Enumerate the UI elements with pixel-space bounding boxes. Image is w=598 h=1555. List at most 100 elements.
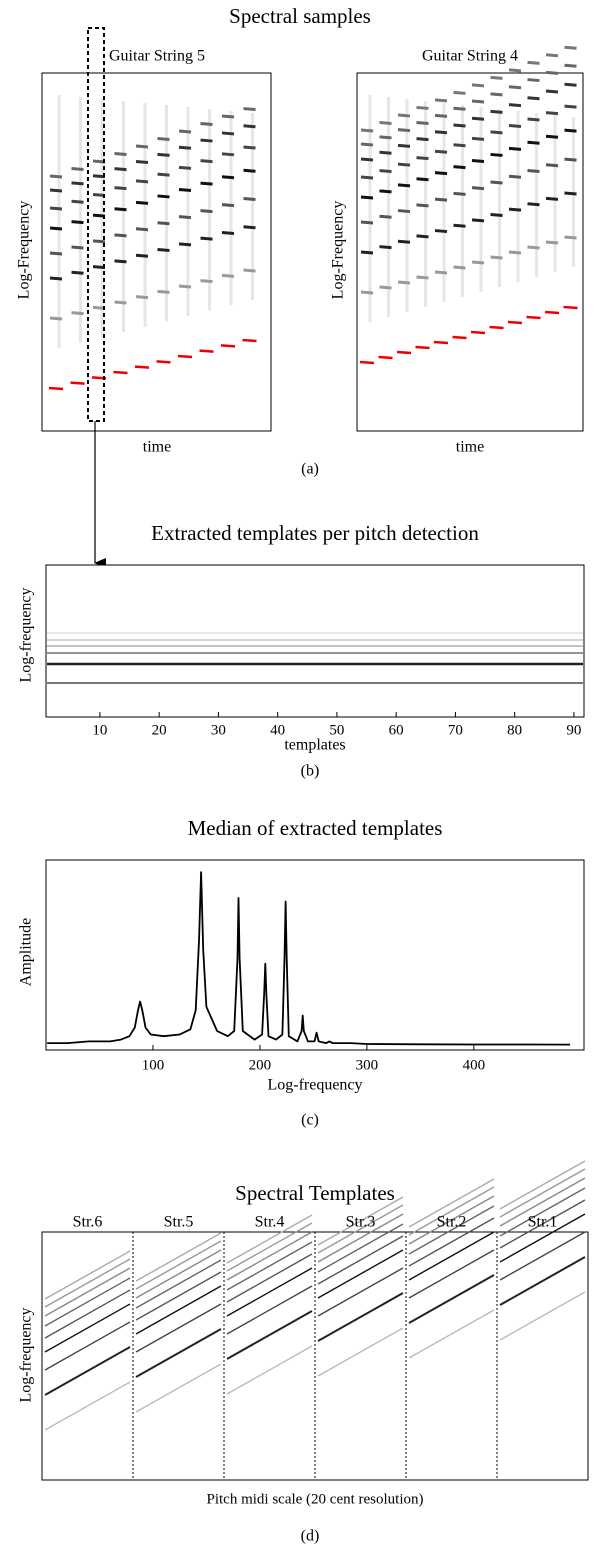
harmonic	[71, 167, 84, 172]
harmonic	[490, 255, 503, 260]
template-line	[499, 1199, 586, 1249]
harmonic	[135, 144, 149, 149]
template-line	[408, 1274, 495, 1324]
template-line	[408, 1195, 495, 1245]
harmonic	[157, 221, 170, 226]
template-line	[408, 1186, 495, 1236]
median-curve	[47, 871, 571, 1046]
harmonic	[114, 152, 127, 157]
harmonic	[434, 171, 448, 176]
template-line	[226, 1253, 313, 1303]
harmonic	[200, 138, 213, 143]
spectrogram-left	[41, 72, 272, 432]
harmonic	[71, 270, 84, 275]
harmonic	[508, 174, 522, 179]
harmonic	[564, 45, 577, 50]
harmonic	[49, 251, 63, 256]
x-axis-label: time	[456, 439, 484, 456]
harmonic	[379, 285, 392, 290]
harmonic	[490, 130, 503, 135]
template-line	[499, 1168, 586, 1218]
harmonic	[360, 142, 374, 147]
harmonic	[49, 226, 63, 231]
pitch-mark	[526, 315, 541, 320]
template-line	[317, 1204, 404, 1254]
template-line	[135, 1249, 222, 1299]
harmonic	[508, 250, 522, 255]
harmonic	[221, 175, 235, 180]
harmonic	[243, 268, 256, 273]
harmonic	[416, 137, 429, 142]
x-tick-label: 20	[152, 722, 167, 738]
y-axis-label: Amplitude	[18, 918, 35, 986]
template-line	[499, 1187, 586, 1237]
harmonic	[379, 189, 392, 194]
x-tick-label: 80	[507, 722, 522, 738]
harmonic	[416, 203, 429, 208]
harmonic	[360, 175, 374, 180]
harmonic	[416, 156, 429, 161]
harmonic	[49, 174, 63, 179]
harmonic	[471, 186, 485, 191]
harmonic	[49, 276, 63, 281]
harmonic	[178, 284, 192, 289]
pitch-mark	[199, 349, 214, 353]
harmonic	[490, 75, 503, 80]
harmonic	[434, 149, 448, 154]
pitch-mark	[134, 365, 150, 369]
template-line	[317, 1196, 404, 1246]
template-line	[135, 1259, 222, 1309]
plot-area	[45, 859, 585, 1051]
harmonic	[397, 143, 411, 148]
harmonic	[545, 163, 559, 168]
pitch-mark	[70, 381, 85, 385]
harmonic	[397, 162, 411, 167]
harmonic	[490, 92, 503, 97]
harmonic	[178, 188, 192, 193]
harmonic	[221, 152, 235, 157]
harmonic	[545, 53, 559, 58]
pitch-mark	[415, 345, 430, 350]
template-line	[135, 1271, 222, 1321]
y-axis-label: Log-Frequency	[16, 201, 33, 300]
harmonic	[416, 121, 429, 126]
template-line	[44, 1321, 131, 1371]
harmonic	[135, 159, 149, 164]
harmonic	[243, 168, 256, 173]
harmonic	[221, 114, 235, 119]
harmonic	[221, 230, 235, 235]
template-line	[44, 1250, 131, 1300]
harmonic	[157, 172, 170, 177]
harmonic	[453, 265, 466, 270]
string-label: Str.1	[528, 1214, 558, 1231]
harmonic	[527, 140, 540, 145]
harmonic	[564, 157, 577, 162]
harmonic	[471, 136, 485, 141]
pitch-mark	[396, 350, 412, 355]
template-line	[499, 1291, 586, 1341]
harmonic	[545, 89, 559, 94]
harmonic	[243, 124, 256, 129]
template-line	[317, 1292, 404, 1342]
template-line	[408, 1178, 495, 1228]
harmonic	[527, 117, 540, 122]
template-line	[408, 1249, 495, 1299]
harmonic	[527, 78, 540, 83]
template-line	[499, 1231, 586, 1281]
harmonic	[434, 229, 448, 234]
harmonic	[114, 233, 127, 238]
harmonic	[360, 157, 374, 162]
harmonic	[379, 169, 392, 174]
harmonic	[397, 113, 411, 118]
x-tick-label: 70	[448, 722, 463, 738]
harmonic	[157, 152, 170, 157]
string-label: Str.5	[164, 1214, 194, 1231]
template-line	[226, 1267, 313, 1317]
pitch-mark	[489, 325, 504, 330]
x-tick-label: 300	[356, 1057, 379, 1073]
harmonic	[527, 169, 540, 174]
harmonic	[471, 218, 485, 223]
panel-title: Median of extracted templates	[188, 816, 443, 840]
harmonic	[243, 225, 256, 230]
harmonic	[71, 311, 84, 316]
